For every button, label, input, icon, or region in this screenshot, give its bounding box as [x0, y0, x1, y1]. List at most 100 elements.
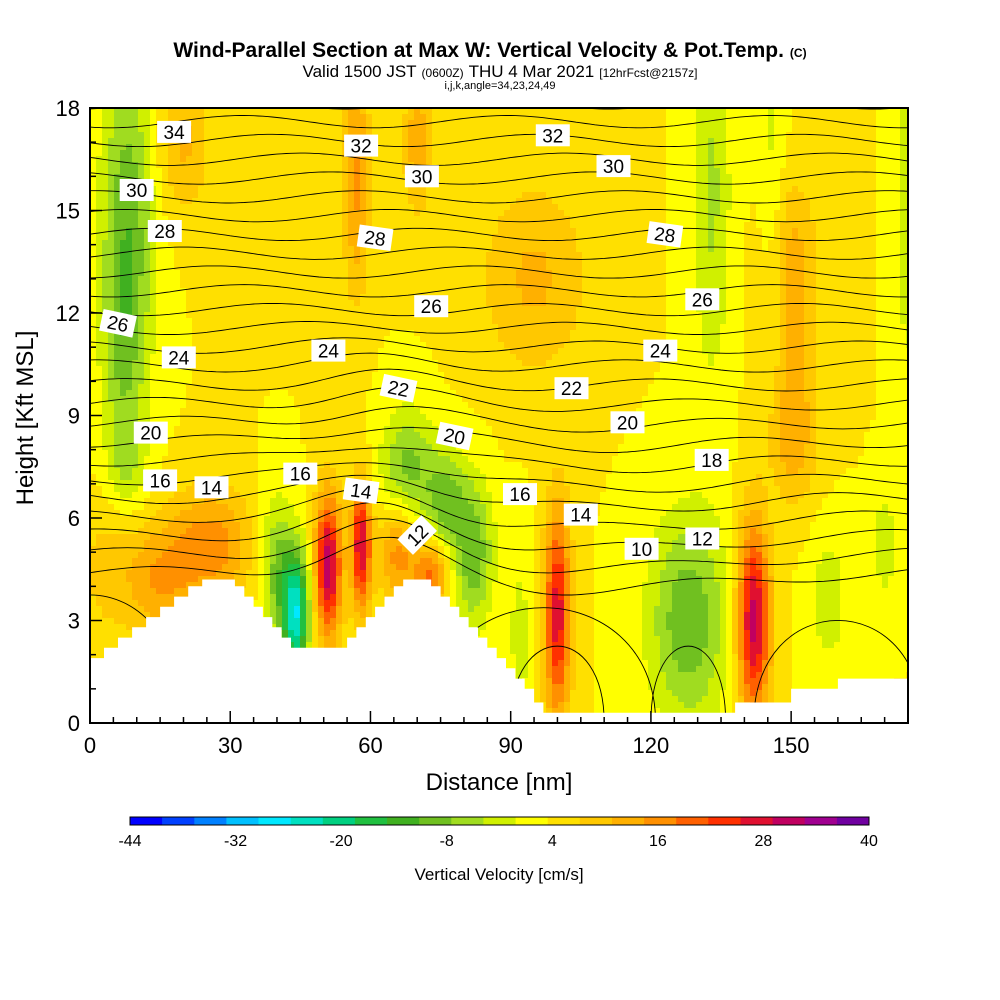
- velocity-cell: [690, 240, 697, 247]
- velocity-cell: [126, 216, 133, 223]
- velocity-cell: [90, 150, 97, 157]
- velocity-cell: [840, 312, 847, 319]
- velocity-cell: [546, 228, 553, 235]
- velocity-cell: [888, 144, 895, 151]
- velocity-cell: [816, 108, 823, 115]
- velocity-cell: [204, 246, 211, 253]
- velocity-cell: [690, 252, 697, 259]
- velocity-cell: [660, 294, 667, 301]
- velocity-cell: [534, 264, 541, 271]
- velocity-cell: [360, 210, 367, 217]
- velocity-cell: [114, 258, 121, 265]
- velocity-cell: [588, 192, 595, 199]
- velocity-cell: [126, 264, 133, 271]
- velocity-cell: [294, 222, 301, 229]
- velocity-cell: [588, 162, 595, 169]
- velocity-cell: [570, 252, 577, 259]
- velocity-cell: [144, 228, 151, 235]
- velocity-cell: [816, 294, 823, 301]
- velocity-cell: [702, 108, 709, 115]
- velocity-cell: [852, 192, 859, 199]
- velocity-cell: [366, 222, 373, 229]
- velocity-cell: [546, 168, 553, 175]
- velocity-cell: [660, 288, 667, 295]
- velocity-cell: [372, 186, 379, 193]
- velocity-cell: [618, 138, 625, 145]
- velocity-cell: [180, 150, 187, 157]
- velocity-cell: [696, 276, 703, 283]
- velocity-cell: [336, 264, 343, 271]
- velocity-cell: [900, 198, 907, 205]
- velocity-cell: [570, 222, 577, 229]
- velocity-cell: [804, 258, 811, 265]
- velocity-cell: [120, 252, 127, 259]
- velocity-cell: [846, 162, 853, 169]
- velocity-cell: [504, 258, 511, 265]
- velocity-cell: [342, 108, 349, 115]
- velocity-cell: [492, 204, 499, 211]
- velocity-cell: [480, 132, 487, 139]
- velocity-cell: [300, 144, 307, 151]
- velocity-cell: [234, 276, 241, 283]
- velocity-cell: [636, 264, 643, 271]
- velocity-cell: [384, 276, 391, 283]
- velocity-cell: [708, 282, 715, 289]
- velocity-cell: [720, 246, 727, 253]
- velocity-cell: [732, 210, 739, 217]
- velocity-cell: [120, 216, 127, 223]
- velocity-cell: [522, 294, 529, 301]
- velocity-cell: [810, 252, 817, 259]
- velocity-cell: [642, 150, 649, 157]
- velocity-cell: [258, 204, 265, 211]
- velocity-cell: [444, 150, 451, 157]
- velocity-cell: [360, 162, 367, 169]
- velocity-cell: [330, 210, 337, 217]
- velocity-cell: [420, 246, 427, 253]
- velocity-cell: [672, 192, 679, 199]
- velocity-cell: [732, 300, 739, 307]
- velocity-cell: [702, 120, 709, 127]
- velocity-cell: [324, 150, 331, 157]
- velocity-cell: [474, 192, 481, 199]
- velocity-cell: [432, 282, 439, 289]
- velocity-cell: [852, 108, 859, 115]
- velocity-cell: [786, 216, 793, 223]
- velocity-cell: [648, 168, 655, 175]
- velocity-cell: [750, 108, 757, 115]
- velocity-cell: [624, 192, 631, 199]
- velocity-cell: [858, 204, 865, 211]
- velocity-cell: [108, 246, 115, 253]
- velocity-cell: [174, 306, 181, 313]
- velocity-cell: [810, 216, 817, 223]
- velocity-cell: [306, 246, 313, 253]
- velocity-cell: [720, 306, 727, 313]
- velocity-cell: [660, 216, 667, 223]
- velocity-cell: [474, 246, 481, 253]
- velocity-cell: [306, 234, 313, 241]
- velocity-cell: [318, 288, 325, 295]
- velocity-cell: [786, 156, 793, 163]
- velocity-cell: [684, 216, 691, 223]
- velocity-cell: [534, 222, 541, 229]
- velocity-cell: [606, 288, 613, 295]
- velocity-cell: [96, 144, 103, 151]
- velocity-cell: [108, 276, 115, 283]
- velocity-cell: [378, 192, 385, 199]
- velocity-cell: [696, 258, 703, 265]
- velocity-cell: [798, 306, 805, 313]
- velocity-cell: [522, 276, 529, 283]
- velocity-cell: [132, 252, 139, 259]
- velocity-cell: [750, 156, 757, 163]
- velocity-cell: [768, 162, 775, 169]
- velocity-cell: [612, 210, 619, 217]
- velocity-cell: [864, 174, 871, 181]
- velocity-cell: [558, 168, 565, 175]
- velocity-cell: [198, 306, 205, 313]
- velocity-cell: [150, 126, 157, 133]
- velocity-cell: [696, 234, 703, 241]
- velocity-cell: [324, 126, 331, 133]
- velocity-cell: [534, 192, 541, 199]
- velocity-cell: [438, 258, 445, 265]
- velocity-cell: [798, 258, 805, 265]
- velocity-cell: [624, 120, 631, 127]
